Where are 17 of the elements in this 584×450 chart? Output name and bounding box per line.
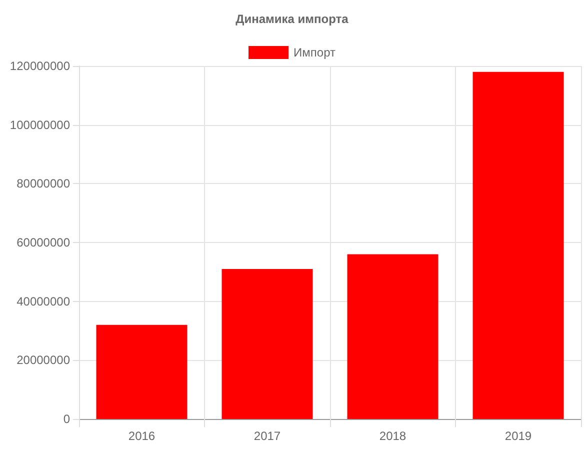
y-tick-label: 60000000 [16, 236, 70, 250]
x-tick-label: 2019 [504, 429, 532, 443]
legend-label: Импорт [294, 46, 336, 60]
bar [96, 324, 188, 419]
y-tick-label: 40000000 [16, 294, 70, 308]
bar [472, 72, 564, 419]
y-tick-label: 100000000 [10, 118, 70, 132]
y-tick-label: 120000000 [10, 59, 70, 73]
x-tick-label: 2017 [254, 429, 281, 443]
x-tick-label: 2018 [379, 429, 406, 443]
chart-title: Динамика импорта [236, 12, 349, 26]
y-tick-label: 80000000 [16, 176, 70, 191]
x-tick-label: 2016 [128, 429, 156, 443]
y-tick-label: 0 [63, 412, 70, 426]
bar [222, 268, 313, 419]
y-tick-label: 20000000 [16, 353, 70, 368]
bar [347, 254, 438, 419]
